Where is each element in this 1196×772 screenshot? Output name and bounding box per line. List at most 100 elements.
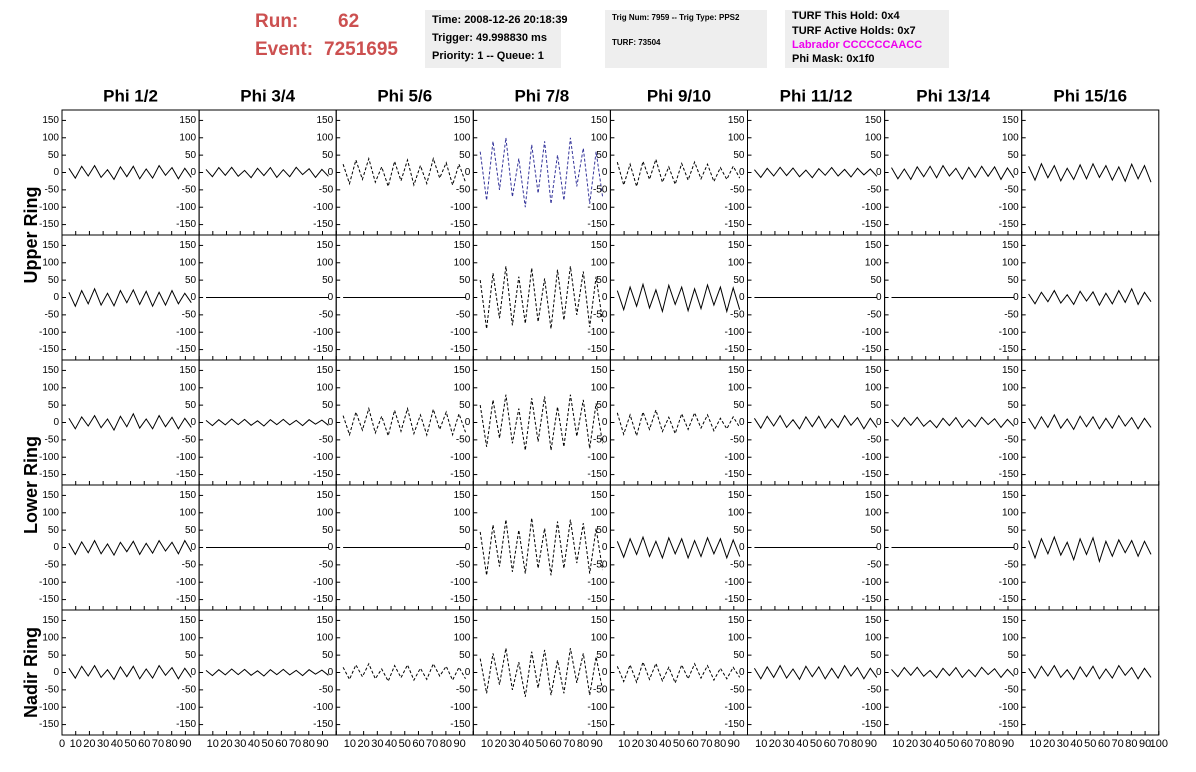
panel-frame — [198, 109, 337, 236]
y-tick-label: -100 — [176, 202, 196, 213]
y-tick-label: 0 — [465, 167, 471, 178]
y-tick-label: 0 — [328, 167, 334, 178]
y-tick-label: 50 — [596, 525, 608, 536]
y-tick-label: 100 — [591, 507, 608, 518]
x-tick-label: 90 — [865, 738, 877, 750]
y-tick-label: -50 — [319, 685, 334, 696]
x-tick-label: 70 — [426, 738, 438, 750]
x-tick-label: 50 — [1084, 738, 1096, 750]
y-tick-label: -100 — [999, 327, 1019, 338]
y-tick-label: 50 — [48, 525, 60, 536]
y-tick-label: 100 — [454, 257, 471, 268]
y-tick-label: -150 — [724, 594, 744, 605]
y-tick-label: -150 — [587, 594, 607, 605]
y-tick-label: 150 — [317, 240, 334, 251]
y-tick-label: 0 — [1013, 292, 1019, 303]
y-tick-label: 0 — [53, 292, 59, 303]
waveform — [891, 164, 1015, 181]
y-tick-label: 50 — [322, 650, 334, 661]
y-tick-label: -150 — [176, 219, 196, 230]
y-tick-label: -150 — [999, 469, 1019, 480]
y-tick-label: 0 — [876, 667, 882, 678]
y-tick-label: -150 — [450, 219, 470, 230]
x-tick-label: 50 — [947, 738, 959, 750]
waveform — [68, 539, 192, 557]
y-tick-label: 150 — [728, 365, 745, 376]
x-tick-label: 90 — [453, 738, 465, 750]
waveform — [753, 664, 878, 681]
x-tick-label: 30 — [920, 738, 932, 750]
y-tick-label: 0 — [191, 667, 197, 678]
x-tick-label: 10 — [481, 738, 493, 750]
x-tick-label: 80 — [851, 738, 863, 750]
turf: TURF: 73504 — [612, 38, 661, 47]
waveform — [616, 408, 741, 438]
y-tick-label: 100 — [591, 257, 608, 268]
row-title: Nadir Ring — [21, 627, 41, 718]
y-tick-label: 0 — [191, 167, 197, 178]
y-tick-label: 100 — [42, 507, 59, 518]
y-tick-label: 150 — [1002, 240, 1019, 251]
y-tick-label: 150 — [865, 115, 882, 126]
y-tick-label: 0 — [465, 667, 471, 678]
y-tick-label: -50 — [1004, 560, 1019, 571]
x-tick-label: 80 — [440, 738, 452, 750]
panel-frame — [472, 234, 611, 361]
y-tick-label: -150 — [999, 594, 1019, 605]
y-tick-label: -100 — [587, 327, 607, 338]
y-tick-label: -150 — [587, 469, 607, 480]
y-tick-label: 100 — [317, 382, 334, 393]
x-tick-label: 60 — [138, 738, 150, 750]
y-tick-label: -150 — [39, 219, 59, 230]
y-tick-label: 0 — [602, 542, 608, 553]
waveform — [616, 660, 741, 685]
y-tick-label: 0 — [876, 292, 882, 303]
y-tick-label: -100 — [39, 452, 59, 463]
y-tick-label: -50 — [1004, 435, 1019, 446]
y-tick-label: -50 — [730, 685, 745, 696]
y-tick-label: 150 — [865, 240, 882, 251]
y-tick-label: 50 — [1008, 275, 1020, 286]
row-title: Lower Ring — [21, 436, 41, 534]
y-tick-label: 50 — [870, 150, 882, 161]
info-box — [605, 10, 767, 68]
y-tick-label: 100 — [1002, 257, 1019, 268]
y-tick-label: 150 — [179, 615, 196, 626]
y-tick-label: -150 — [313, 719, 333, 730]
y-tick-label: -50 — [182, 685, 197, 696]
x-tick-label: 40 — [522, 738, 534, 750]
y-tick-label: -50 — [456, 310, 471, 321]
panel-frame — [335, 359, 474, 486]
y-tick-label: -100 — [313, 327, 333, 338]
y-tick-label: 0 — [739, 542, 745, 553]
x-tick-label: 60 — [687, 738, 699, 750]
y-tick-label: -150 — [39, 469, 59, 480]
y-tick-label: -50 — [456, 560, 471, 571]
y-tick-label: 150 — [42, 115, 59, 126]
waveform — [205, 418, 329, 427]
y-tick-label: -100 — [862, 577, 882, 588]
y-tick-label: -100 — [176, 702, 196, 713]
y-tick-label: 150 — [591, 490, 608, 501]
y-tick-label: -150 — [862, 219, 882, 230]
waveform — [1028, 287, 1152, 307]
y-tick-label: 150 — [591, 115, 608, 126]
run-label: Run: — [255, 11, 298, 32]
y-tick-label: 50 — [733, 150, 745, 161]
y-tick-label: -100 — [999, 577, 1019, 588]
y-tick-label: -50 — [1004, 685, 1019, 696]
y-tick-label: -100 — [313, 452, 333, 463]
waveform — [891, 666, 1015, 679]
y-tick-label: 0 — [465, 542, 471, 553]
y-tick-label: 100 — [728, 632, 745, 643]
x-tick-label: 90 — [1002, 738, 1014, 750]
x-tick-label: 90 — [1139, 738, 1151, 750]
panel-frame — [61, 359, 200, 486]
y-tick-label: 0 — [328, 667, 334, 678]
x-tick-label: 90 — [728, 738, 740, 750]
y-tick-label: 50 — [48, 150, 60, 161]
waveform — [479, 648, 604, 697]
y-tick-label: 50 — [322, 525, 334, 536]
y-tick-label: 100 — [591, 382, 608, 393]
y-tick-label: 100 — [1002, 132, 1019, 143]
